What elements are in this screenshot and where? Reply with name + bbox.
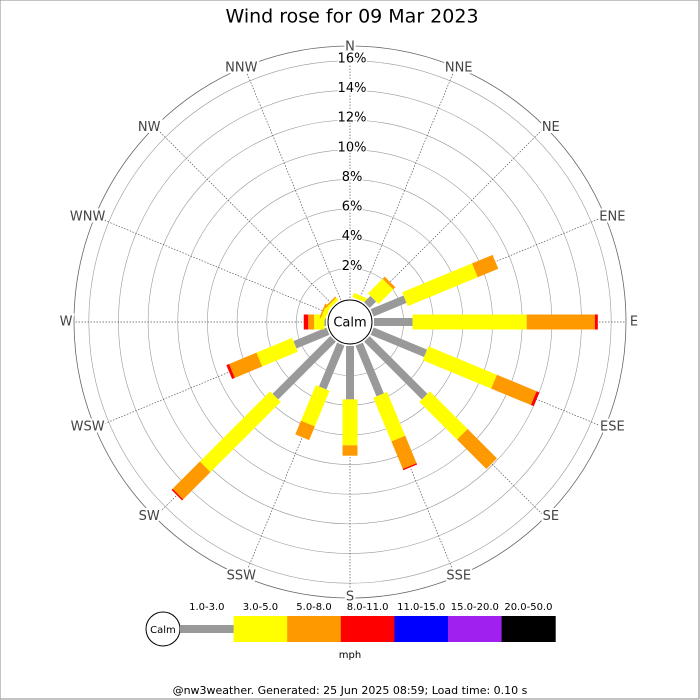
segment [422,346,497,389]
legend: Calm 1.0-3.0 3.0-5.0 5.0-8.0 8.0-11.0 11.0-15… [145,602,556,661]
segment [412,314,527,330]
direction-label: WSW [71,420,105,435]
segment [472,254,499,278]
legend-unit: mph [339,650,361,661]
legend-label: 1.0-3.0 [189,602,224,613]
segment [370,295,407,317]
direction-label: SE [543,509,559,524]
segment [352,292,368,303]
segment [530,391,540,407]
segment [324,296,337,309]
segment [256,337,298,367]
segment [491,374,537,406]
segment [370,327,428,358]
segment [325,297,339,311]
direction-label: NE [542,120,560,135]
segment [318,342,345,390]
direction-label: ESE [600,420,625,435]
ring-label: 14% [338,81,367,96]
direction-label: NNE [445,60,473,75]
direction-label: NW [138,120,161,135]
legend-label: 5.0-8.0 [296,602,331,613]
segment [402,463,418,471]
direction-label: ENE [599,209,625,224]
legend-swatch [233,616,288,642]
segment [171,488,184,501]
segment [303,314,309,330]
segment [382,276,396,290]
legend-swatch [394,616,449,642]
spoke [349,66,456,323]
segment [419,391,468,440]
segment [293,327,330,349]
segment [373,318,413,326]
spoke [94,216,351,323]
direction-label: SW [139,509,160,524]
segment [373,391,406,442]
legend-swatch [448,616,503,642]
segment [229,352,263,378]
calm-label: Calm [333,316,366,331]
ring-label: 8% [342,170,363,185]
spoke [154,126,351,323]
segment [300,385,330,427]
legend-label: 15.0-20.0 [451,602,499,613]
direction-label: E [630,315,638,330]
segment [308,314,315,330]
direction-label: NNW [225,60,257,75]
calm-circle [327,299,373,345]
legend-label: 11.0-15.0 [397,602,445,613]
chart-title: Wind rose for 09 Mar 2023 [225,6,478,28]
legend-label: 20.0-50.0 [504,602,552,613]
legend-swatch [340,616,395,642]
direction-label: SSW [227,569,257,584]
segment [355,342,384,397]
ring-label: 2% [342,259,363,274]
legend-swatch [180,625,235,633]
segment [391,435,417,469]
segment [295,420,315,441]
segment [199,391,281,473]
segment [226,363,235,379]
direction-label: WNW [70,209,106,224]
legend-calm-label: Calm [150,625,176,636]
legend-label: 3.0-5.0 [243,602,278,613]
direction-label: SSE [446,569,471,584]
segment [342,399,358,446]
segment [594,314,598,330]
segment [457,429,498,470]
direction-label: N [345,40,355,55]
segment [342,445,358,456]
segment [364,336,428,400]
segment [526,314,595,330]
direction-label: W [60,315,73,330]
segment [272,336,336,400]
ring-label: 4% [342,229,363,244]
ring-label: 10% [338,140,367,155]
outer-ring [73,45,627,599]
legend-label: 8.0-11.0 [347,602,389,613]
ring-label: 6% [342,200,363,215]
legend-swatch [287,616,342,642]
legend-swatch [501,616,556,642]
segment [324,318,326,326]
segment [367,278,394,305]
footer: @nw3weather. Generated: 25 Jun 2025 08:5… [173,684,528,697]
ring-label: 12% [338,111,367,126]
segment [346,346,354,400]
ring-label: 16% [338,51,367,66]
segment [364,295,377,308]
segment [172,461,211,500]
spoke [244,66,351,323]
rose: N NNE NE ENE E ESE SE SSE S SSW SW WSW W WNW NW NNW 2% 4%… [58,38,641,607]
direction-label: S [346,590,354,605]
segment [402,263,478,307]
